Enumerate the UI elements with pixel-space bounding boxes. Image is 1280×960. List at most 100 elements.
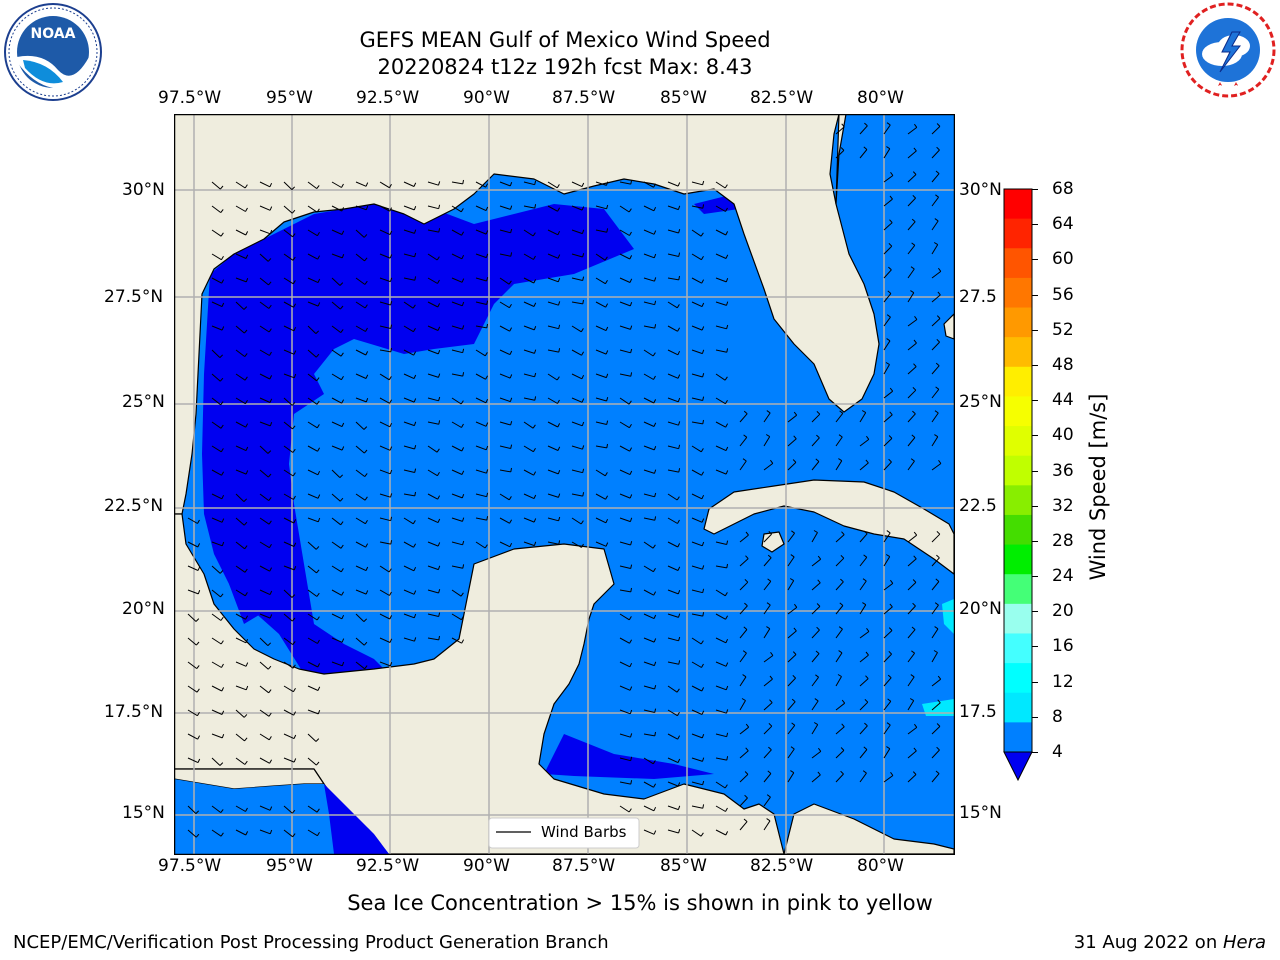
wind-barb-flag — [767, 770, 772, 774]
wind-barb-flag — [653, 591, 657, 596]
wind-barb-flag — [267, 258, 272, 262]
wind-barb — [427, 613, 439, 617]
wind-barb-flag — [653, 253, 657, 258]
wind-barb-flag — [629, 255, 633, 260]
wind-barb — [523, 541, 535, 547]
colorbar-ticks: 68 64 60 56 52 48 44 40 36 32 28 24 20 16 12 8 4 — [1032, 180, 1092, 786]
wind-barb — [211, 685, 223, 692]
wind-barb — [883, 175, 894, 183]
wind-barb — [283, 709, 294, 716]
calm-region-south-coast — [544, 734, 714, 779]
wind-barb-flag — [461, 231, 465, 236]
wind-barb-flag — [219, 570, 224, 574]
wind-barb-flag — [726, 348, 729, 353]
wind-barb — [859, 725, 868, 735]
wind-barb-flag — [934, 434, 939, 438]
wind-barb-flag — [630, 756, 633, 761]
wind-barb — [691, 541, 703, 547]
wind-barb — [379, 637, 391, 643]
wind-barb-flag — [195, 833, 200, 838]
wind-barb — [403, 205, 415, 211]
wind-barb-flag — [837, 674, 842, 677]
wind-barb-flag — [292, 280, 296, 285]
wind-barb — [739, 629, 748, 639]
wind-barb-flag — [653, 422, 657, 427]
wind-barb-flag — [912, 602, 916, 607]
lat-label-left: 20°N — [122, 599, 165, 619]
wind-barb-flag — [533, 326, 537, 331]
wind-barb — [283, 829, 294, 838]
wind-barb — [523, 397, 535, 401]
wind-barb-flag — [389, 399, 393, 404]
wind-barb — [619, 757, 631, 762]
wind-barb — [763, 725, 773, 735]
wind-barb — [835, 773, 844, 783]
wind-barb-flag — [558, 540, 561, 545]
wind-barb — [475, 517, 487, 521]
wind-barb-flag — [413, 566, 417, 572]
wind-barb-flag — [935, 770, 940, 774]
wind-barb-flag — [701, 734, 705, 739]
wind-barb-flag — [742, 674, 747, 678]
wind-barb — [187, 589, 199, 595]
wind-barb-flag — [725, 423, 729, 428]
wind-barb — [331, 229, 343, 235]
wind-barb-flag — [911, 218, 916, 223]
wind-barb-flag — [767, 578, 772, 582]
wind-barb — [451, 565, 463, 569]
wind-barb-flag — [486, 300, 489, 305]
wind-barb — [667, 277, 679, 281]
wind-barb — [475, 541, 486, 549]
wind-barb-flag — [220, 401, 224, 406]
wind-barb-flag — [438, 420, 441, 425]
wind-barb — [907, 652, 915, 663]
wind-barb — [307, 517, 319, 523]
wind-barb-flag — [244, 592, 248, 597]
wind-barb — [283, 613, 293, 622]
colorbar-label-box: Wind Speed [m/s] — [1083, 394, 1113, 581]
wind-barb — [451, 277, 463, 283]
wind-barb-flag — [414, 252, 417, 257]
wind-barb — [763, 628, 771, 639]
colorbar-band — [1004, 722, 1032, 753]
lat-label-left: 27.5°N — [104, 287, 164, 307]
wind-barb — [715, 541, 727, 545]
wind-barb — [427, 397, 439, 402]
wind-barb-flag — [791, 530, 795, 534]
wind-barb-flag — [861, 410, 866, 414]
wind-barb-flag — [864, 122, 868, 127]
wind-barb-flag — [814, 698, 819, 702]
wind-barb-flag — [291, 209, 296, 214]
wind-barb-flag — [220, 832, 224, 837]
wind-barb-flag — [508, 303, 512, 308]
wind-barb-flag — [888, 435, 893, 439]
wind-barb — [259, 445, 269, 454]
wind-barb-flag — [888, 266, 892, 271]
wind-barb-flag — [220, 255, 224, 260]
wind-barb — [259, 829, 271, 835]
wind-barb-flag — [269, 422, 273, 427]
wind-barb-flag — [890, 771, 894, 776]
wind-barb — [787, 606, 798, 615]
wind-barb-flag — [316, 569, 320, 574]
wind-barb-flag — [269, 375, 273, 380]
wind-barb — [283, 517, 295, 524]
wind-barb-flag — [677, 182, 681, 187]
wind-barb — [643, 637, 655, 643]
wind-barb — [619, 277, 631, 283]
wind-barb-flag — [936, 723, 941, 727]
wind-barb — [787, 701, 796, 711]
wind-barb — [643, 733, 655, 737]
wind-barb-flag — [485, 422, 489, 427]
wind-barb-flag — [677, 590, 681, 595]
footer-date: 31 Aug 2022 on Hera — [1074, 932, 1266, 953]
wind-barb — [643, 493, 655, 498]
wind-barb — [715, 709, 727, 714]
wind-barb-flag — [364, 449, 368, 454]
wind-barb — [739, 797, 748, 807]
wind-barb — [691, 781, 703, 786]
wind-barb — [595, 421, 607, 425]
wind-barb-flag — [725, 207, 728, 212]
wind-barb — [715, 589, 726, 597]
wind-barb-flag — [317, 302, 321, 307]
